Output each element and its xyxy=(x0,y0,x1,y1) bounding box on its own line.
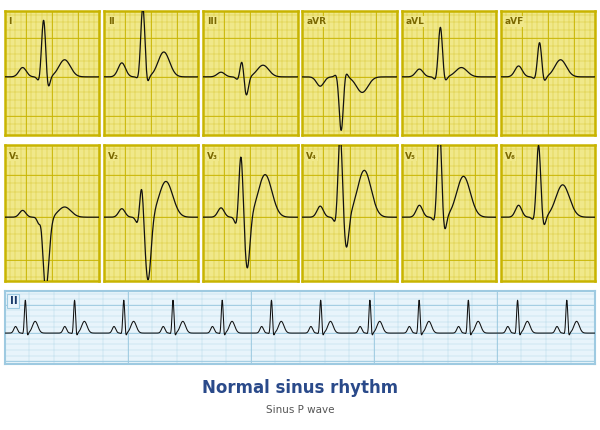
Text: II: II xyxy=(108,17,115,26)
Text: V₂: V₂ xyxy=(108,152,119,161)
Text: II: II xyxy=(10,296,17,306)
Text: aVF: aVF xyxy=(505,17,524,26)
Text: aVR: aVR xyxy=(306,17,326,26)
Text: III: III xyxy=(207,17,217,26)
Text: Normal sinus rhythm: Normal sinus rhythm xyxy=(202,379,398,397)
Text: V₄: V₄ xyxy=(306,152,317,161)
Text: aVL: aVL xyxy=(406,17,424,26)
Text: I: I xyxy=(8,17,12,26)
Text: V₆: V₆ xyxy=(505,152,515,161)
Text: V₅: V₅ xyxy=(406,152,416,161)
Text: V₃: V₃ xyxy=(207,152,218,161)
Text: V₁: V₁ xyxy=(8,152,19,161)
Text: Sinus P wave: Sinus P wave xyxy=(266,405,334,415)
